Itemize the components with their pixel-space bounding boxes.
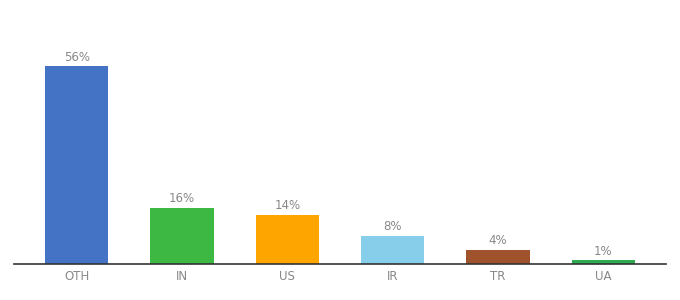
Bar [466, 250, 530, 264]
Text: 8%: 8% [384, 220, 402, 233]
Text: 56%: 56% [64, 51, 90, 64]
Text: 16%: 16% [169, 192, 195, 205]
Bar [572, 260, 635, 264]
Text: 1%: 1% [594, 245, 613, 258]
Text: 4%: 4% [489, 234, 507, 248]
Bar [150, 208, 214, 264]
Bar [361, 236, 424, 264]
Bar [45, 66, 108, 264]
Text: 14%: 14% [274, 199, 301, 212]
Bar [256, 214, 319, 264]
